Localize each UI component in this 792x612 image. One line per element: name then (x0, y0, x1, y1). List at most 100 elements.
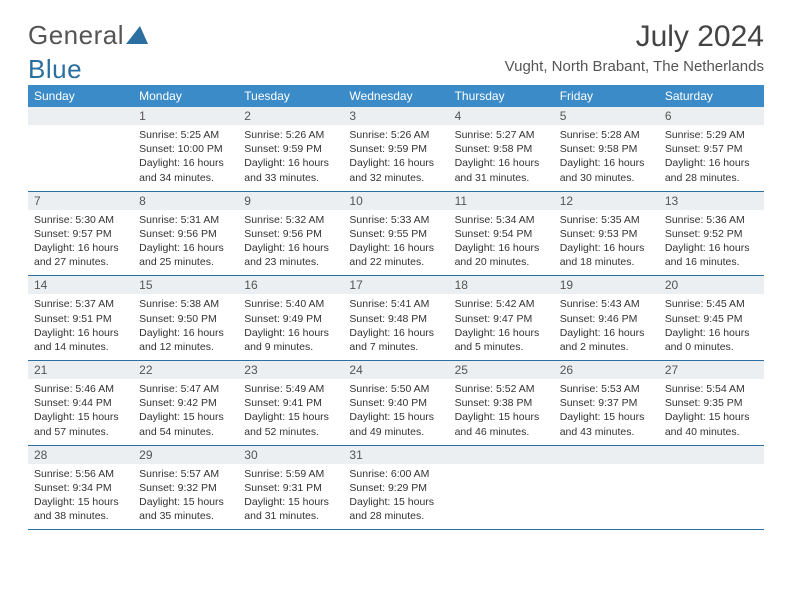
day-number: 29 (133, 446, 238, 464)
day-number (28, 107, 133, 125)
day-number: 28 (28, 446, 133, 464)
brand-part2: Blue (28, 54, 82, 85)
day-details: Sunrise: 5:31 AMSunset: 9:56 PMDaylight:… (133, 210, 238, 276)
day-number: 6 (659, 107, 764, 125)
calendar-cell: 4Sunrise: 5:27 AMSunset: 9:58 PMDaylight… (449, 107, 554, 191)
day-details: Sunrise: 5:45 AMSunset: 9:45 PMDaylight:… (659, 294, 764, 360)
day-number: 14 (28, 276, 133, 294)
calendar-table: SundayMondayTuesdayWednesdayThursdayFrid… (28, 85, 764, 530)
calendar-cell: 5Sunrise: 5:28 AMSunset: 9:58 PMDaylight… (554, 107, 659, 191)
day-details: Sunrise: 5:29 AMSunset: 9:57 PMDaylight:… (659, 125, 764, 191)
day-number: 8 (133, 192, 238, 210)
day-details: Sunrise: 5:38 AMSunset: 9:50 PMDaylight:… (133, 294, 238, 360)
calendar-cell: 10Sunrise: 5:33 AMSunset: 9:55 PMDayligh… (343, 191, 448, 276)
calendar-cell: 17Sunrise: 5:41 AMSunset: 9:48 PMDayligh… (343, 276, 448, 361)
day-details: Sunrise: 5:43 AMSunset: 9:46 PMDaylight:… (554, 294, 659, 360)
calendar-cell: 6Sunrise: 5:29 AMSunset: 9:57 PMDaylight… (659, 107, 764, 191)
day-details: Sunrise: 5:27 AMSunset: 9:58 PMDaylight:… (449, 125, 554, 191)
calendar-cell: 16Sunrise: 5:40 AMSunset: 9:49 PMDayligh… (238, 276, 343, 361)
day-number: 3 (343, 107, 448, 125)
day-number: 23 (238, 361, 343, 379)
day-number: 24 (343, 361, 448, 379)
day-details: Sunrise: 5:26 AMSunset: 9:59 PMDaylight:… (238, 125, 343, 191)
calendar-cell: 20Sunrise: 5:45 AMSunset: 9:45 PMDayligh… (659, 276, 764, 361)
day-details (659, 464, 764, 526)
day-details: Sunrise: 5:32 AMSunset: 9:56 PMDaylight:… (238, 210, 343, 276)
day-details: Sunrise: 5:33 AMSunset: 9:55 PMDaylight:… (343, 210, 448, 276)
header: General July 2024 (28, 20, 764, 54)
calendar-cell: 29Sunrise: 5:57 AMSunset: 9:32 PMDayligh… (133, 445, 238, 530)
calendar-cell: 30Sunrise: 5:59 AMSunset: 9:31 PMDayligh… (238, 445, 343, 530)
day-details: Sunrise: 5:30 AMSunset: 9:57 PMDaylight:… (28, 210, 133, 276)
calendar-week-row: 28Sunrise: 5:56 AMSunset: 9:34 PMDayligh… (28, 445, 764, 530)
page-subtitle: Vught, North Brabant, The Netherlands (505, 58, 764, 75)
day-details: Sunrise: 5:46 AMSunset: 9:44 PMDaylight:… (28, 379, 133, 445)
day-number: 2 (238, 107, 343, 125)
calendar-cell: 23Sunrise: 5:49 AMSunset: 9:41 PMDayligh… (238, 361, 343, 446)
day-number: 13 (659, 192, 764, 210)
day-number: 25 (449, 361, 554, 379)
day-details: Sunrise: 5:52 AMSunset: 9:38 PMDaylight:… (449, 379, 554, 445)
day-details (449, 464, 554, 526)
calendar-cell: 18Sunrise: 5:42 AMSunset: 9:47 PMDayligh… (449, 276, 554, 361)
day-number (554, 446, 659, 464)
day-number: 30 (238, 446, 343, 464)
day-number: 18 (449, 276, 554, 294)
day-details: Sunrise: 5:36 AMSunset: 9:52 PMDaylight:… (659, 210, 764, 276)
calendar-cell: 27Sunrise: 5:54 AMSunset: 9:35 PMDayligh… (659, 361, 764, 446)
day-details: Sunrise: 5:25 AMSunset: 10:00 PMDaylight… (133, 125, 238, 191)
day-number: 22 (133, 361, 238, 379)
day-number: 12 (554, 192, 659, 210)
calendar-week-row: 21Sunrise: 5:46 AMSunset: 9:44 PMDayligh… (28, 361, 764, 446)
calendar-cell: 22Sunrise: 5:47 AMSunset: 9:42 PMDayligh… (133, 361, 238, 446)
day-number: 15 (133, 276, 238, 294)
calendar-cell: 11Sunrise: 5:34 AMSunset: 9:54 PMDayligh… (449, 191, 554, 276)
calendar-cell-empty (449, 445, 554, 530)
day-number: 20 (659, 276, 764, 294)
calendar-cell: 14Sunrise: 5:37 AMSunset: 9:51 PMDayligh… (28, 276, 133, 361)
calendar-cell: 1Sunrise: 5:25 AMSunset: 10:00 PMDayligh… (133, 107, 238, 191)
day-header-friday: Friday (554, 85, 659, 107)
day-details: Sunrise: 5:34 AMSunset: 9:54 PMDaylight:… (449, 210, 554, 276)
page-title: July 2024 (636, 20, 764, 54)
day-number: 19 (554, 276, 659, 294)
calendar-cell: 12Sunrise: 5:35 AMSunset: 9:53 PMDayligh… (554, 191, 659, 276)
day-details: Sunrise: 5:42 AMSunset: 9:47 PMDaylight:… (449, 294, 554, 360)
calendar-cell: 25Sunrise: 5:52 AMSunset: 9:38 PMDayligh… (449, 361, 554, 446)
day-details: Sunrise: 5:37 AMSunset: 9:51 PMDaylight:… (28, 294, 133, 360)
day-details: Sunrise: 5:40 AMSunset: 9:49 PMDaylight:… (238, 294, 343, 360)
day-number: 9 (238, 192, 343, 210)
day-details: Sunrise: 5:57 AMSunset: 9:32 PMDaylight:… (133, 464, 238, 530)
calendar-cell: 7Sunrise: 5:30 AMSunset: 9:57 PMDaylight… (28, 191, 133, 276)
calendar-cell-empty (554, 445, 659, 530)
calendar-week-row: 1Sunrise: 5:25 AMSunset: 10:00 PMDayligh… (28, 107, 764, 191)
day-header-thursday: Thursday (449, 85, 554, 107)
day-details: Sunrise: 5:41 AMSunset: 9:48 PMDaylight:… (343, 294, 448, 360)
day-header-monday: Monday (133, 85, 238, 107)
day-details: Sunrise: 5:50 AMSunset: 9:40 PMDaylight:… (343, 379, 448, 445)
day-number: 16 (238, 276, 343, 294)
day-details: Sunrise: 5:49 AMSunset: 9:41 PMDaylight:… (238, 379, 343, 445)
calendar-cell: 28Sunrise: 5:56 AMSunset: 9:34 PMDayligh… (28, 445, 133, 530)
day-number: 27 (659, 361, 764, 379)
brand-triangle-icon (126, 20, 148, 51)
calendar-cell: 2Sunrise: 5:26 AMSunset: 9:59 PMDaylight… (238, 107, 343, 191)
day-number (449, 446, 554, 464)
day-details (28, 125, 133, 187)
calendar-header-row: SundayMondayTuesdayWednesdayThursdayFrid… (28, 85, 764, 107)
calendar-cell: 19Sunrise: 5:43 AMSunset: 9:46 PMDayligh… (554, 276, 659, 361)
day-number: 17 (343, 276, 448, 294)
calendar-week-row: 7Sunrise: 5:30 AMSunset: 9:57 PMDaylight… (28, 191, 764, 276)
day-header-wednesday: Wednesday (343, 85, 448, 107)
day-header-tuesday: Tuesday (238, 85, 343, 107)
day-number: 31 (343, 446, 448, 464)
day-details: Sunrise: 5:47 AMSunset: 9:42 PMDaylight:… (133, 379, 238, 445)
day-number: 7 (28, 192, 133, 210)
day-number: 21 (28, 361, 133, 379)
day-details: Sunrise: 6:00 AMSunset: 9:29 PMDaylight:… (343, 464, 448, 530)
day-header-saturday: Saturday (659, 85, 764, 107)
calendar-cell: 26Sunrise: 5:53 AMSunset: 9:37 PMDayligh… (554, 361, 659, 446)
day-header-sunday: Sunday (28, 85, 133, 107)
day-number: 1 (133, 107, 238, 125)
calendar-week-row: 14Sunrise: 5:37 AMSunset: 9:51 PMDayligh… (28, 276, 764, 361)
